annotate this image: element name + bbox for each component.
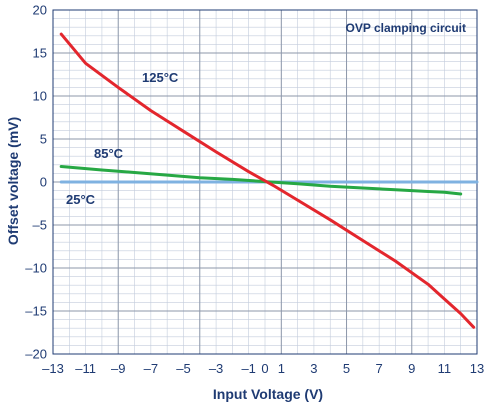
x-tick-label: 1 [278, 361, 285, 376]
series-layer [59, 32, 479, 329]
x-tick-label: –11 [75, 361, 96, 376]
y-tick-label: 10 [33, 89, 47, 104]
y-tick-label: 15 [33, 46, 47, 61]
series-label-25c: 25°C [66, 192, 96, 207]
x-tick-label: 9 [408, 361, 415, 376]
x-tick-label: –1 [241, 361, 255, 376]
y-tick-label: 0 [40, 175, 47, 190]
y-tick-label: 5 [40, 132, 47, 147]
x-axis-title: Input Voltage (V) [213, 386, 323, 402]
series-label-125c: 125°C [142, 70, 179, 85]
y-tick-label: –5 [33, 218, 47, 233]
y-tick-label: –15 [25, 304, 47, 319]
x-tick-label: –3 [209, 361, 223, 376]
x-tick-label: –13 [42, 361, 64, 376]
series-line-85c [59, 165, 463, 196]
x-tick-label: 7 [376, 361, 383, 376]
y-tick-label: –20 [25, 347, 47, 362]
x-tick-label: 3 [310, 361, 317, 376]
y-tick-labels: –20 –15 –10 –5 0 5 10 15 20 [25, 3, 47, 362]
x-tick-label: –5 [176, 361, 190, 376]
series-line-125c [59, 32, 476, 329]
x-tick-labels: –13 –11 –9 –7 –5 –3 –1 0 1 3 5 7 9 11 13 [42, 361, 484, 376]
y-axis-title: Offset voltage (mV) [5, 117, 21, 245]
series-label-85c: 85°C [94, 146, 124, 161]
x-tick-label: 11 [438, 361, 452, 376]
x-tick-label: –9 [111, 361, 125, 376]
x-tick-label: –7 [144, 361, 158, 376]
annotation-ovp-clamping-circuit: OVP clamping circuit [346, 21, 466, 35]
y-tick-label: 20 [33, 3, 47, 18]
y-tick-label: –10 [25, 261, 47, 276]
x-tick-label: 13 [470, 361, 484, 376]
x-tick-label: 0 [261, 361, 268, 376]
x-tick-label: 5 [343, 361, 350, 376]
